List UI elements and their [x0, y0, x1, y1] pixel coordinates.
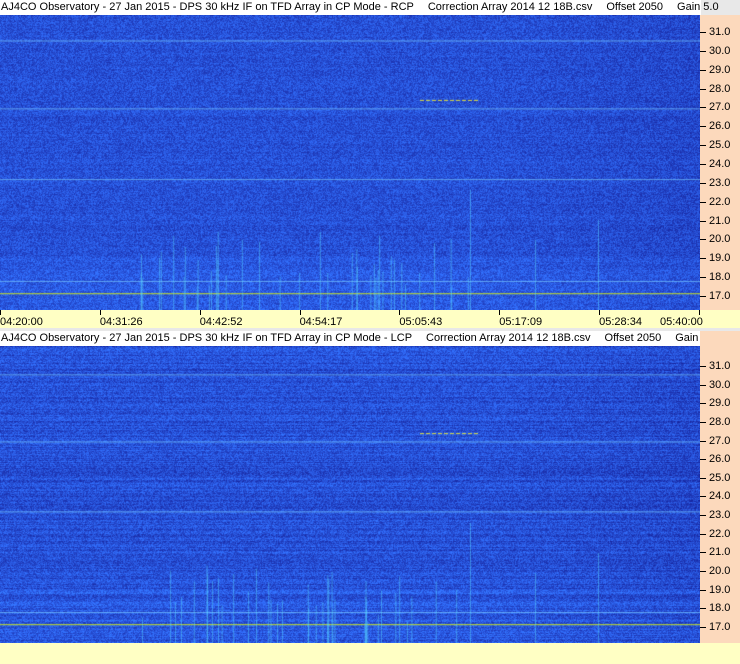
lcp-offset: Offset 2050 [604, 332, 662, 344]
rcp-frequency-axis: 31.0 30.0 29.0 28.0 27.0 26.0 25.0 24.0 23.0 22.0… [700, 15, 740, 310]
frequency-tick-label: 20.0 [709, 233, 731, 246]
frequency-tick: 18.0 [700, 271, 740, 283]
frequency-tick-label: 19.0 [709, 252, 731, 265]
rcp-title-bar: AJ4CO Observatory - 27 Jan 2015 - DPS 30… [0, 0, 719, 15]
lcp-correction: Correction Array 2014 12 18B.csv [426, 332, 591, 344]
lcp-axis-top [700, 331, 740, 346]
rcp-spectrogram [0, 15, 700, 310]
time-axis: 04:20:00 04:31:26 04:42:52 04:54:17 05:05:43… [0, 310, 740, 328]
frequency-tick: 18.0 [700, 602, 740, 614]
frequency-tick-label: 22.0 [709, 195, 731, 208]
frequency-tick-label: 18.0 [709, 602, 731, 615]
rcp-gain: Gain 5.0 [677, 1, 719, 13]
time-tick-label: 04:20:00 [0, 310, 43, 328]
frequency-tick: 26.0 [700, 120, 740, 132]
frequency-tick: 31.0 [700, 26, 740, 38]
frequency-tick: 21.0 [700, 215, 740, 227]
frequency-tick: 17.0 [700, 290, 740, 302]
lcp-title-bar: AJ4CO Observatory - 27 Jan 2015 - DPS 30… [0, 331, 717, 346]
rcp-correction: Correction Array 2014 12 18B.csv [427, 1, 593, 13]
frequency-tick: 25.0 [700, 139, 740, 151]
frequency-tick: 17.0 [700, 621, 740, 633]
lcp-title: AJ4CO Observatory - 27 Jan 2015 - DPS 30… [1, 332, 413, 344]
frequency-tick-label: 26.0 [709, 453, 731, 466]
rcp-title: AJ4CO Observatory - 27 Jan 2015 - DPS 30… [1, 1, 414, 13]
time-tick-label: 04:31:26 [99, 310, 143, 328]
frequency-tick: 25.0 [700, 472, 740, 484]
frequency-tick-label: 24.0 [709, 158, 731, 171]
frequency-tick: 30.0 [700, 45, 740, 57]
frequency-tick: 27.0 [700, 101, 740, 113]
frequency-tick: 29.0 [700, 64, 740, 76]
frequency-tick: 28.0 [700, 416, 740, 428]
frequency-tick: 19.0 [700, 584, 740, 596]
frequency-tick-label: 25.0 [709, 471, 731, 484]
frequency-tick: 29.0 [700, 397, 740, 409]
frequency-tick: 23.0 [700, 177, 740, 189]
frequency-tick: 26.0 [700, 453, 740, 465]
frequency-tick-label: 31.0 [709, 360, 731, 372]
frequency-tick-label: 18.0 [709, 271, 731, 284]
frequency-tick: 22.0 [700, 528, 740, 540]
frequency-tick-label: 23.0 [709, 176, 731, 189]
frequency-tick-label: 30.0 [709, 44, 731, 57]
frequency-tick-label: 29.0 [709, 397, 731, 410]
frequency-tick: 22.0 [700, 196, 740, 208]
frequency-tick-label: 30.0 [709, 378, 731, 391]
frequency-tick-label: 22.0 [709, 527, 731, 540]
frequency-tick: 21.0 [700, 546, 740, 558]
frequency-tick-label: 26.0 [709, 120, 731, 133]
frequency-tick: 30.0 [700, 379, 740, 391]
frequency-tick-label: 20.0 [709, 565, 731, 578]
frequency-tick-label: 29.0 [709, 63, 731, 76]
frequency-tick: 31.0 [700, 360, 740, 372]
frequency-tick-label: 27.0 [709, 434, 731, 447]
rcp-offset: Offset 2050 [606, 1, 664, 13]
time-tick-label: 05:05:43 [399, 310, 442, 328]
frequency-tick-label: 28.0 [709, 82, 731, 95]
frequency-tick: 24.0 [700, 158, 740, 170]
frequency-tick-label: 17.0 [709, 620, 731, 633]
frequency-tick-label: 31.0 [709, 26, 731, 38]
frequency-tick-label: 17.0 [709, 290, 731, 303]
frequency-tick: 24.0 [700, 490, 740, 502]
bottom-axis-strip [0, 643, 740, 664]
frequency-tick-label: 19.0 [709, 583, 731, 596]
time-tick-label: 04:54:17 [299, 310, 342, 328]
frequency-tick: 27.0 [700, 435, 740, 447]
time-tick-label: 05:40:00 [660, 310, 703, 328]
frequency-tick: 19.0 [700, 252, 740, 264]
frequency-tick-label: 25.0 [709, 139, 731, 152]
frequency-tick-label: 27.0 [709, 101, 731, 114]
lcp-frequency-axis: 31.0 30.0 29.0 28.0 27.0 26.0 25.0 24.0 23.0 22.0… [700, 346, 740, 643]
frequency-tick: 23.0 [700, 509, 740, 521]
frequency-tick-label: 23.0 [709, 509, 731, 522]
time-tick-label: 04:42:52 [199, 310, 243, 328]
frequency-tick-label: 21.0 [709, 546, 731, 559]
frequency-tick-label: 21.0 [709, 214, 731, 227]
frequency-tick: 20.0 [700, 565, 740, 577]
frequency-tick-label: 28.0 [709, 415, 731, 428]
lcp-spectrogram [0, 346, 700, 643]
frequency-tick: 28.0 [700, 83, 740, 95]
frequency-tick: 20.0 [700, 233, 740, 245]
time-tick-label: 05:17:09 [499, 310, 542, 328]
frequency-tick-label: 24.0 [709, 490, 731, 503]
time-tick-label: 05:28:34 [599, 310, 642, 328]
